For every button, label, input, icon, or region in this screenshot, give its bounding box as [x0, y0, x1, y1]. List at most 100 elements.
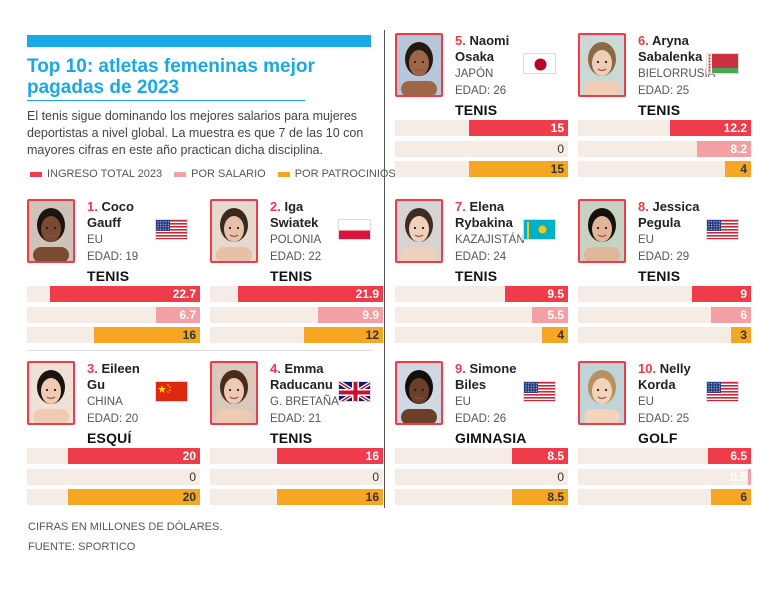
bar-track-salary: 5.5	[395, 307, 568, 323]
us-flag	[155, 219, 188, 240]
bar-value-salary: 0	[557, 470, 564, 484]
athlete-first-name: Eileen	[101, 361, 140, 376]
intro-text: El tenis sigue dominando los mejores sal…	[27, 109, 364, 157]
athlete-rank: 4.	[270, 361, 281, 376]
header-accent-bar	[27, 35, 371, 47]
bar-salary	[697, 141, 751, 157]
belarus-flag	[706, 53, 739, 74]
poland-flag	[338, 219, 371, 240]
athlete-card: 7. Elena Rybakina KAZAJISTÁN EDAD: 24 TE…	[395, 199, 568, 359]
athlete-age: EDAD: 25	[638, 85, 690, 97]
athlete-country: POLONIA	[270, 234, 322, 246]
bar-value-sponsors: 4	[740, 162, 747, 176]
athlete-rank: 7.	[455, 199, 466, 214]
athlete-sport: ESQUÍ	[87, 430, 132, 446]
athlete-country: KAZAJISTÁN	[455, 234, 525, 246]
athlete-last-name: Korda	[638, 377, 676, 392]
bar-track-sponsors: 3	[578, 327, 751, 343]
bar-sponsors	[94, 327, 200, 343]
bar-track-sponsors: 20	[27, 489, 200, 505]
athlete-last-name: Raducanu	[270, 377, 333, 392]
athlete-name: 2. Iga Swiatek	[270, 199, 380, 231]
bar-total	[50, 286, 200, 302]
athlete-age: EDAD: 25	[638, 413, 690, 425]
bar-track-salary: 0	[395, 469, 568, 485]
athlete-sport: TENIS	[638, 102, 681, 118]
athlete-card: 3. Eileen Gu CHINA EDAD: 20 ESQUÍ 20 0 20	[27, 361, 200, 521]
athlete-rank: 2.	[270, 199, 281, 214]
chart-legend: INGRESO TOTAL 2023 POR SALARIO POR PATRO…	[30, 168, 396, 180]
bar-sponsors	[542, 327, 568, 343]
athlete-last-name: Rybakina	[455, 215, 513, 230]
athlete-first-name: Jessica	[652, 199, 700, 214]
page-title: Top 10: atletas femeninas mejor pagadas …	[27, 56, 315, 98]
athlete-rank: 10.	[638, 361, 657, 376]
bar-value-total: 9.5	[547, 287, 564, 301]
athlete-age: EDAD: 29	[638, 251, 690, 263]
athlete-name: 9. Simone Biles	[455, 361, 565, 393]
bar-value-sponsors: 4	[557, 328, 564, 342]
bar-track-salary: 9.9	[210, 307, 383, 323]
athlete-last-name: Biles	[455, 377, 487, 392]
athlete-last-name: Pegula	[638, 215, 681, 230]
bar-value-total: 20	[182, 449, 196, 463]
athlete-last-name: Gu	[87, 377, 106, 392]
bar-salary	[711, 307, 751, 323]
athlete-first-name: Emma	[284, 361, 324, 376]
athlete-card: 9. Simone Biles EU EDAD: 26 GIMNASIA 8.5…	[395, 361, 568, 521]
bar-track-sponsors: 4	[395, 327, 568, 343]
athlete-last-name: Osaka	[455, 49, 495, 64]
bar-value-salary: 5.5	[547, 308, 564, 322]
bar-value-salary: 8.2	[730, 142, 747, 156]
athlete-age: EDAD: 20	[87, 413, 139, 425]
bar-track-total: 16	[210, 448, 383, 464]
bar-total	[692, 286, 751, 302]
bar-sponsors	[469, 161, 568, 177]
title-divider	[27, 100, 305, 101]
us-flag	[523, 381, 556, 402]
athlete-rank: 1.	[87, 199, 98, 214]
athlete-age: EDAD: 22	[270, 251, 322, 263]
athlete-sport: GOLF	[638, 430, 678, 446]
bar-salary	[748, 469, 751, 485]
athlete-sport: TENIS	[270, 268, 313, 284]
bar-value-total: 22.7	[172, 287, 196, 301]
bar-salary	[532, 307, 568, 323]
athlete-last-name: Swiatek	[270, 215, 319, 230]
athlete-rank: 9.	[455, 361, 466, 376]
bar-value-total: 21.9	[355, 287, 379, 301]
athlete-card: 1. Coco Gauff EU EDAD: 19 TENIS 22.7 6.7 1…	[27, 199, 200, 359]
athlete-card: 8. Jessica Pegula EU EDAD: 29 TENIS 9 6 3	[578, 199, 751, 359]
athlete-first-name: Nelly	[659, 361, 691, 376]
athlete-card: 10. Nelly Korda EU EDAD: 25 GOLF 6.5 0.5 6	[578, 361, 751, 521]
bar-track-salary: 0	[210, 469, 383, 485]
bar-value-total: 12.2	[723, 121, 747, 135]
bar-track-sponsors: 16	[27, 327, 200, 343]
bar-track-sponsors: 6	[578, 489, 751, 505]
bar-value-salary: 0	[189, 470, 196, 484]
athlete-country: EU	[638, 396, 654, 408]
bar-track-total: 15	[395, 120, 568, 136]
bar-sponsors	[725, 161, 751, 177]
athlete-name: 3. Eileen Gu	[87, 361, 197, 393]
athlete-name: 5. Naomi Osaka	[455, 33, 565, 65]
bar-value-sponsors: 12	[365, 328, 379, 342]
bar-value-salary: 0	[557, 142, 564, 156]
bar-total	[277, 448, 383, 464]
athlete-first-name: Elena	[469, 199, 505, 214]
bar-salary	[318, 307, 383, 323]
athlete-card: 4. Emma Raducanu G. BRETAÑA EDAD: 21 TEN…	[210, 361, 383, 521]
bar-track-sponsors: 15	[395, 161, 568, 177]
us-flag	[706, 219, 739, 240]
legend-swatch-total	[30, 171, 42, 177]
bar-track-total: 22.7	[27, 286, 200, 302]
bar-total	[708, 448, 751, 464]
athlete-country: EU	[455, 396, 471, 408]
bar-total	[469, 120, 568, 136]
bar-track-total: 21.9	[210, 286, 383, 302]
athlete-photo	[395, 361, 443, 425]
athlete-first-name: Naomi	[469, 33, 510, 48]
athlete-age: EDAD: 21	[270, 413, 322, 425]
bar-value-total: 8.5	[547, 449, 564, 463]
china-flag	[155, 381, 188, 402]
